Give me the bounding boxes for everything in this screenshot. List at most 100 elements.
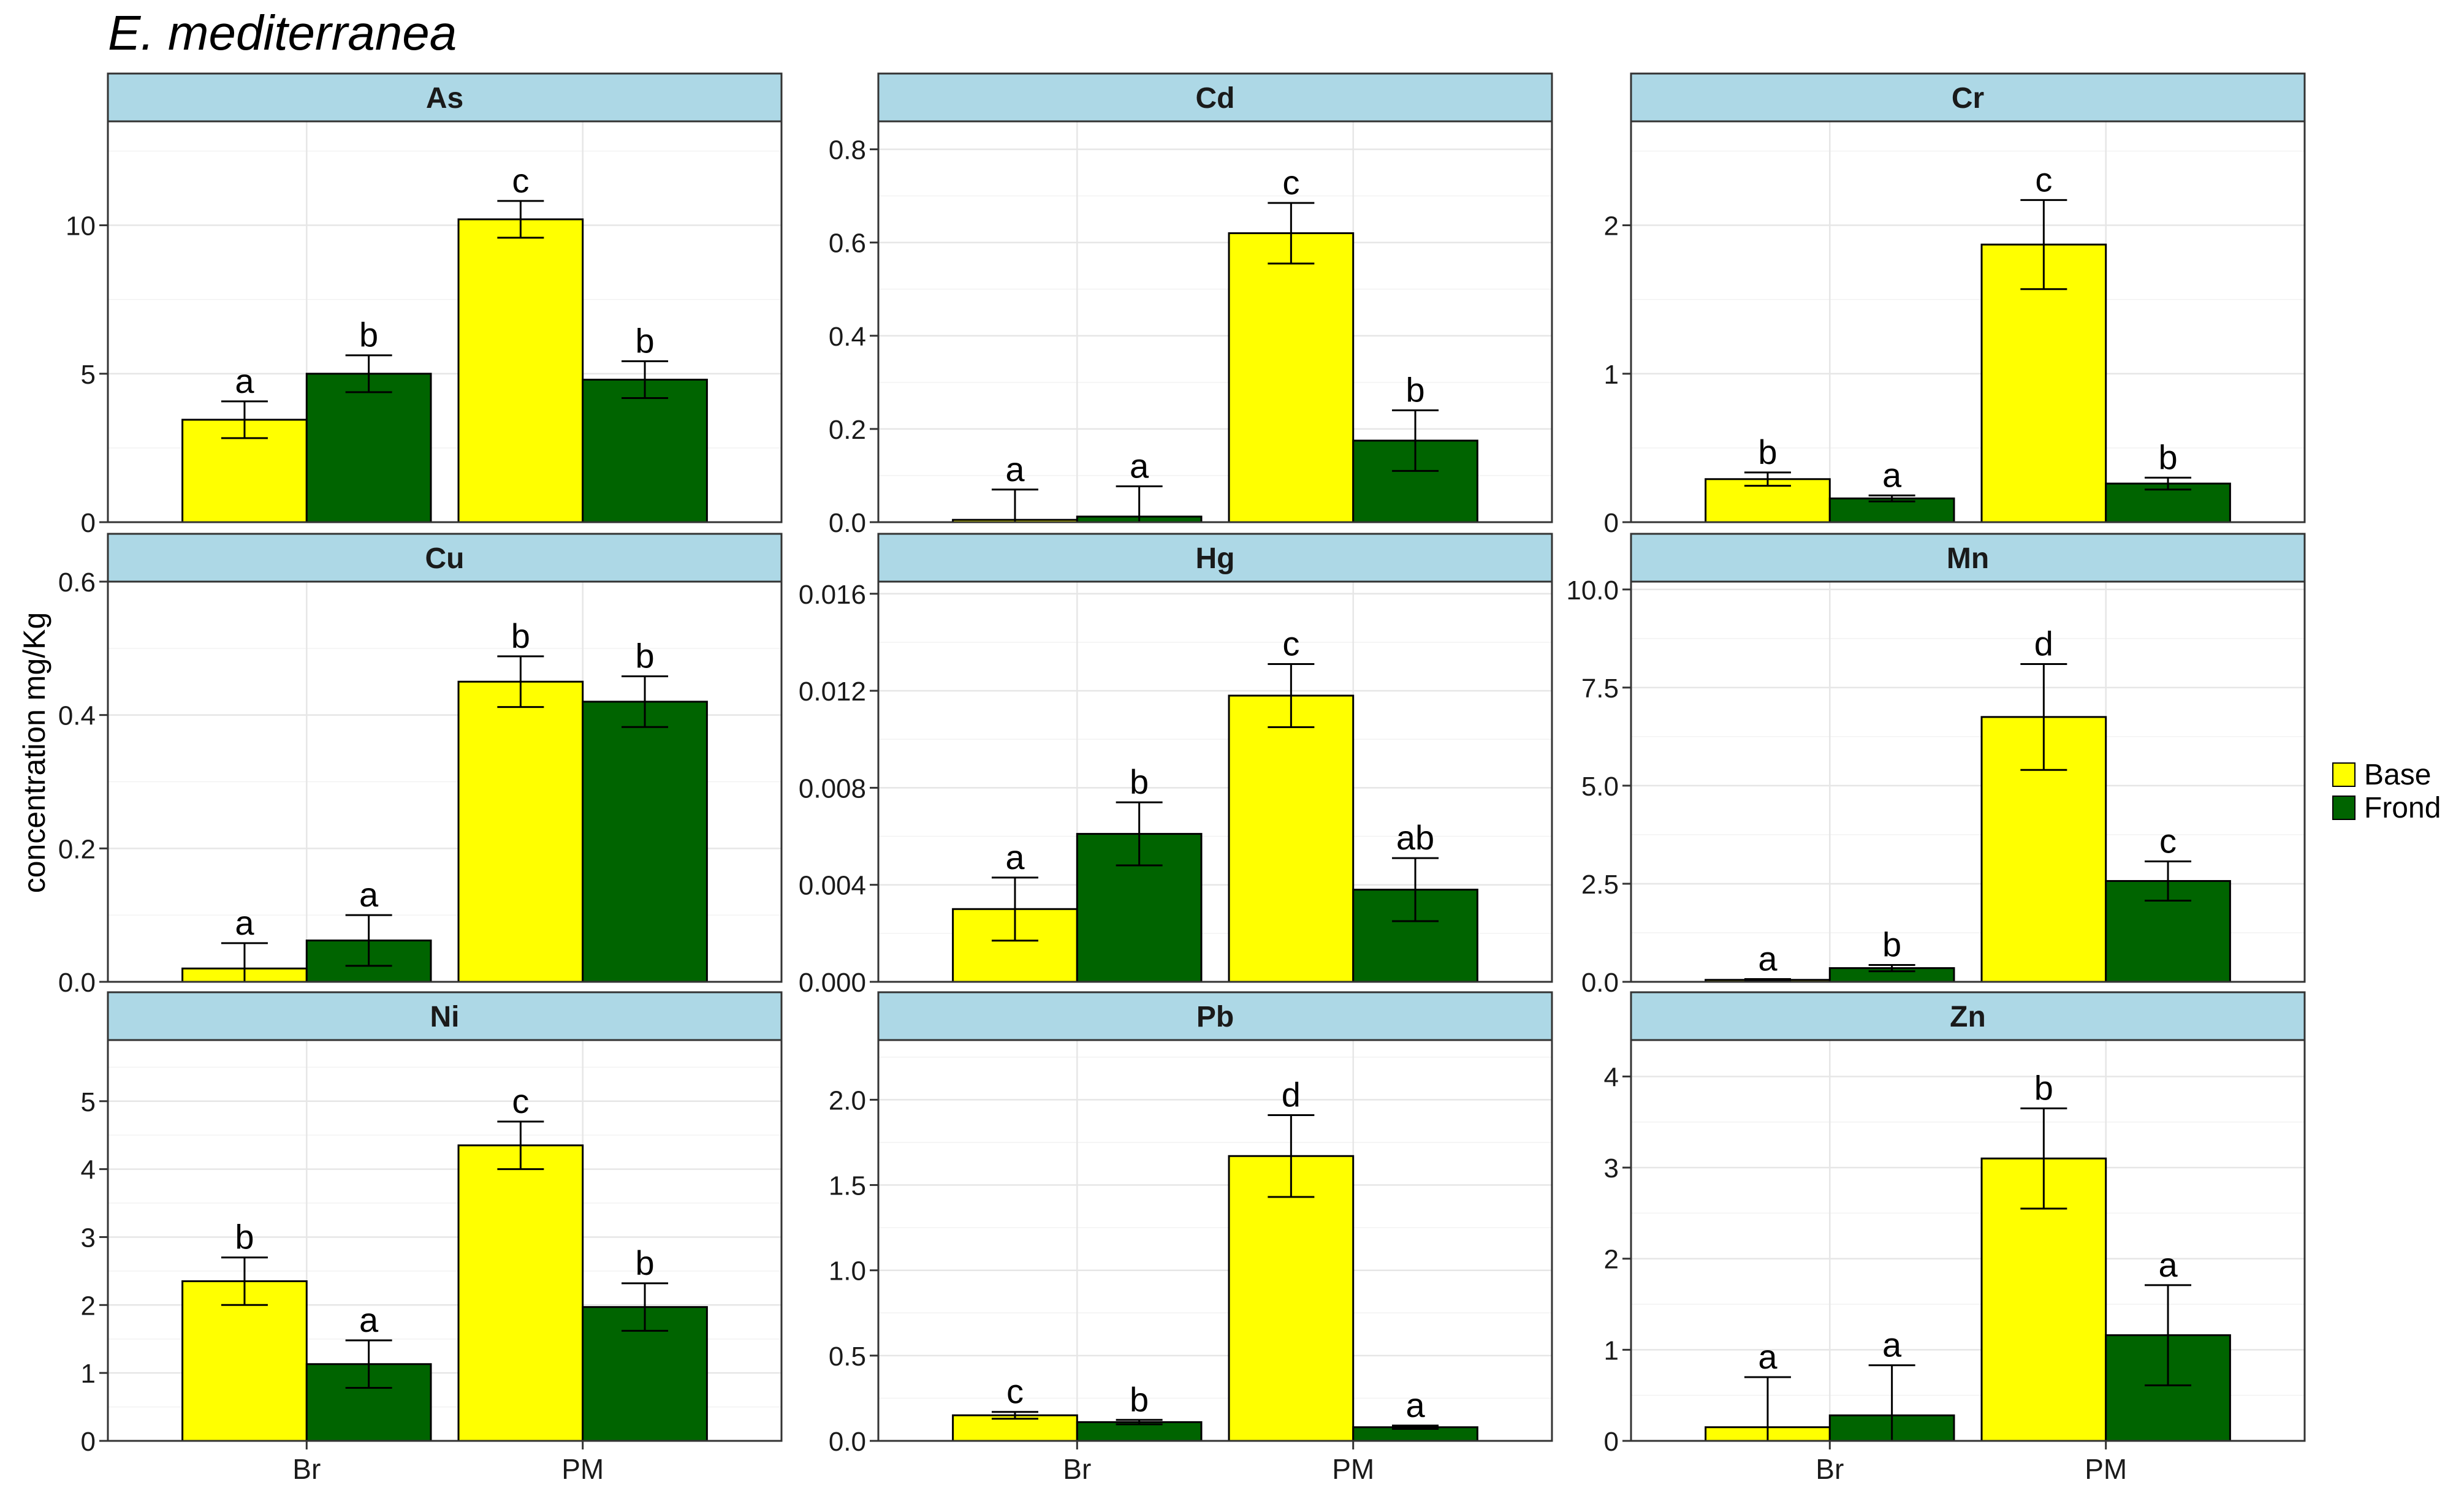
y-tick-label: 2	[81, 1291, 96, 1321]
x-tick-label: Br	[1063, 1453, 1091, 1485]
y-tick-label: 0.6	[829, 229, 866, 259]
y-tick-label: 0.4	[58, 701, 96, 731]
significance-letter: b	[1405, 370, 1424, 409]
bar-frond-pm	[582, 378, 708, 523]
y-tick-label: 5	[81, 360, 96, 390]
bar-frond-br	[1076, 1421, 1203, 1442]
significance-letter: b	[511, 617, 530, 655]
significance-letter: a	[1005, 838, 1025, 876]
significance-letter: b	[1130, 1380, 1149, 1419]
significance-letter: b	[635, 321, 654, 360]
legend-key-frond	[2332, 796, 2356, 820]
bar-base-pm	[1980, 243, 2107, 523]
error-bar	[1392, 409, 1439, 472]
error-bar	[1116, 1419, 1163, 1426]
error-bar	[1116, 801, 1163, 867]
significance-letter: a	[1005, 450, 1025, 488]
significance-letter: a	[1130, 446, 1149, 485]
significance-letter: a	[235, 903, 254, 942]
error-bar	[1868, 494, 1915, 503]
strip-hg	[877, 533, 1553, 583]
x-tick-label: Br	[1816, 1453, 1844, 1485]
bar-frond-br	[305, 373, 432, 523]
panel-pb: Pb c d b a 0.0 0.5 1.0 1.5 2.0 Br PM	[829, 991, 1553, 1485]
error-bar	[221, 400, 268, 439]
strip-cu	[107, 533, 783, 583]
significance-letter: a	[235, 362, 254, 400]
error-bar	[991, 1411, 1038, 1420]
y-tick-label: 0.004	[799, 871, 866, 901]
bar-base-pm	[457, 680, 584, 983]
error-bar	[497, 655, 544, 708]
y-tick-label: 1	[1604, 1335, 1619, 1365]
error-bar	[497, 1120, 544, 1171]
error-bar	[991, 876, 1038, 942]
y-tick-label: 0.6	[58, 568, 96, 598]
strip-zn	[1630, 991, 2306, 1041]
strip-label-hg: Hg	[1196, 542, 1235, 575]
error-bar	[1268, 1114, 1315, 1198]
significance-letter: a	[1405, 1386, 1425, 1424]
strip-label-pb: Pb	[1196, 1001, 1234, 1033]
panel-cd: Cd a c a b 0.0 0.2 0.4 0.6 0.8	[829, 72, 1553, 538]
x-tick-label: PM	[2085, 1453, 2127, 1485]
bar-base-pm	[1228, 694, 1355, 983]
y-tick-label: 1.0	[829, 1256, 866, 1286]
significance-letter: a	[359, 1301, 379, 1339]
y-tick-label: 0.012	[799, 677, 866, 707]
panel-border-cu	[107, 580, 783, 983]
strip-pb	[877, 991, 1553, 1041]
y-tick-label: 0.0	[58, 968, 96, 998]
panel-cr: Cr b c a b 0 1 2	[1604, 72, 2306, 538]
y-tick-label: 0.0	[829, 508, 866, 538]
error-bar	[1868, 963, 1915, 973]
significance-letter: b	[2034, 1068, 2053, 1107]
y-tick-label: 3	[1604, 1153, 1619, 1183]
bar-base-pm	[457, 218, 584, 523]
bar-frond-br	[1828, 497, 1955, 523]
significance-letter: b	[635, 637, 654, 675]
x-tick-label: Br	[292, 1453, 321, 1485]
significance-letter: b	[2158, 438, 2177, 476]
y-tick-label: 0.5	[829, 1342, 866, 1372]
significance-letter: d	[2034, 624, 2053, 663]
significance-letter: c	[1282, 625, 1299, 663]
panel-ni: Ni b c a b 0 1 2 3 4 5 Br PM	[81, 991, 783, 1485]
error-bar	[1392, 1424, 1439, 1430]
significance-letter: c	[512, 161, 529, 200]
panel-border-hg	[877, 580, 1553, 983]
legend-key-base	[2332, 762, 2356, 787]
legend-label-base: Base	[2364, 759, 2432, 791]
error-bar	[2145, 860, 2192, 902]
strip-label-as: As	[426, 82, 463, 115]
y-tick-label: 1	[1604, 360, 1619, 390]
significance-letter: d	[1282, 1075, 1301, 1114]
y-tick-label: 0.2	[58, 834, 96, 864]
x-tick-label: PM	[561, 1453, 604, 1485]
strip-cd	[877, 72, 1553, 123]
y-tick-label: 4	[1604, 1062, 1619, 1092]
significance-letter: c	[1282, 163, 1299, 202]
strip-label-cd: Cd	[1196, 82, 1235, 115]
panel-hg: Hg a c b ab 0.000 0.004 0.008 0.012 0.016	[799, 533, 1553, 998]
y-tick-label: 10.0	[1566, 575, 1619, 606]
error-bar	[345, 914, 392, 967]
significance-letter: a	[1758, 940, 1778, 978]
significance-letter: a	[1882, 1326, 1902, 1364]
error-bar	[1744, 471, 1791, 487]
y-tick-label: 2	[1604, 1245, 1619, 1275]
error-bar	[2020, 1107, 2067, 1210]
panel-border-mn	[1630, 580, 2306, 983]
strip-label-ni: Ni	[430, 1001, 460, 1033]
legend-label-frond: Frond	[2364, 792, 2441, 824]
y-tick-label: 10	[66, 211, 96, 241]
error-bar	[1392, 857, 1439, 922]
bar-base-pm	[1228, 1155, 1355, 1442]
strip-label-cr: Cr	[1952, 82, 1984, 115]
error-bar	[1268, 663, 1315, 728]
y-tick-label: 0.2	[829, 415, 866, 445]
significance-letter: c	[512, 1082, 529, 1120]
y-tick-label: 0.4	[829, 322, 866, 352]
plot-area-cr	[1631, 121, 2305, 522]
error-bar	[2145, 1284, 2192, 1386]
